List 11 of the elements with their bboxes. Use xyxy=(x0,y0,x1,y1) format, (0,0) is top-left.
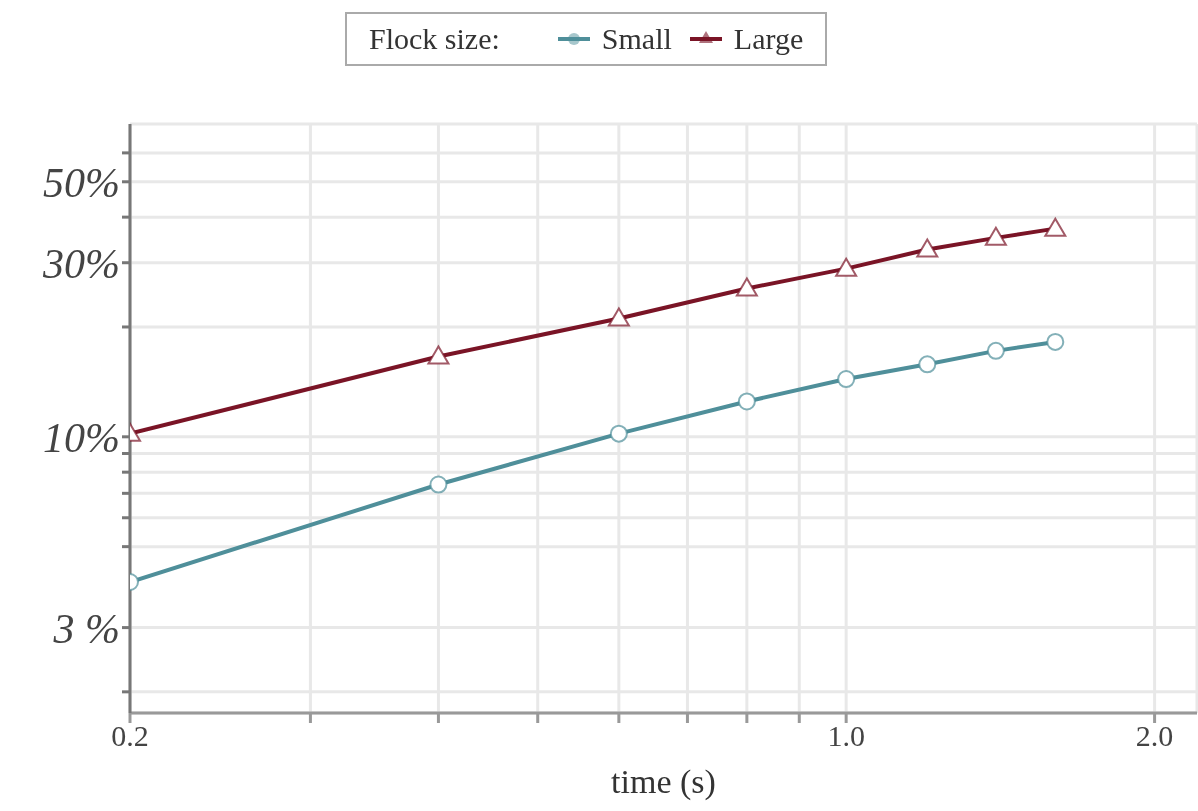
x-tick-label: 1.0 xyxy=(827,719,865,753)
y-tick-label: 50% xyxy=(43,159,120,206)
x-tick-label: 2.0 xyxy=(1135,719,1174,753)
legend-label: Small xyxy=(601,22,672,56)
x-axis-title: time (s) xyxy=(611,763,716,801)
y-tick-label: 10% xyxy=(43,414,120,461)
y-tick-label: 30% xyxy=(42,240,120,287)
x-tick-label: 0.2 xyxy=(111,719,149,753)
legend-title: Flock size: xyxy=(369,22,500,56)
legend-label: Large xyxy=(733,22,804,56)
y-tick-label: 3 % xyxy=(52,605,120,652)
